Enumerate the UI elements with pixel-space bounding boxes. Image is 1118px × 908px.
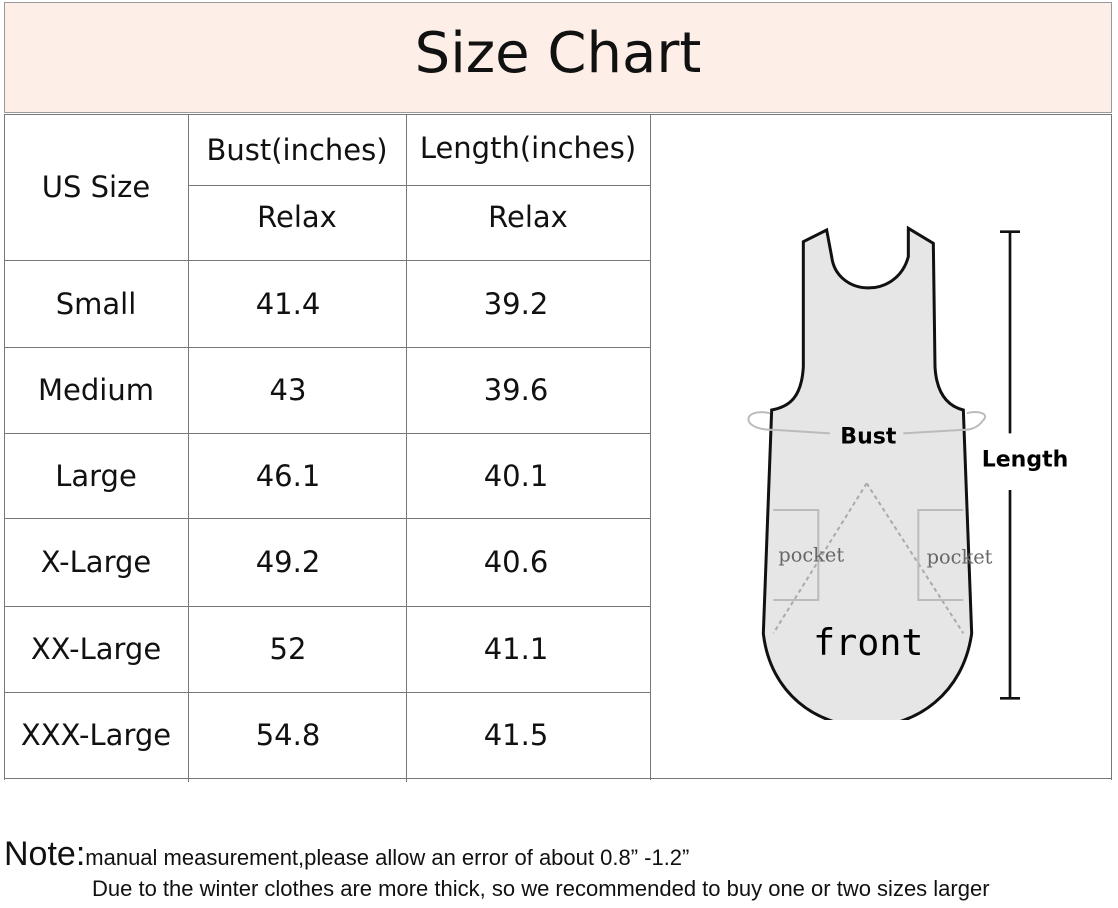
divider [650,114,651,780]
pocket-left-label: pocket [778,544,844,567]
divider [4,114,5,780]
divider [4,433,650,434]
subheader-bust: Relax [257,200,337,234]
divider [4,518,650,519]
divider [188,185,650,186]
cell-bust: 52 [269,632,307,666]
note-label: Note: [4,835,86,873]
cell-size: XX-Large [30,632,162,666]
divider [188,114,189,782]
title-banner: Size Chart [4,2,1112,113]
cell-size: X-Large [40,545,152,579]
cell-length: 41.1 [483,632,549,666]
cell-size: Medium [38,373,154,407]
cell-length: 40.1 [483,458,549,493]
apron-illustration: Bust Length pocket pocket front [747,225,1069,729]
pocket-right-label: pocket [927,545,993,568]
note-line1: manual measurement,please allow an error… [85,845,690,870]
divider [4,114,1112,115]
cell-size: Large [55,458,137,493]
cell-bust: 54.8 [255,718,321,752]
divider [4,260,650,261]
apron-outline [761,225,974,729]
divider [4,778,1112,779]
note-line2: Due to the winter clothes are more thick… [92,876,990,901]
divider [406,114,407,782]
cell-size: XXX-Large [20,718,172,752]
cell-length: 39.6 [483,373,549,407]
header-bust: Bust(inches) [206,133,388,167]
divider [4,606,650,607]
page-title: Size Chart [414,21,702,86]
cell-bust: 46.1 [255,458,321,493]
cell-size: Small [55,286,137,321]
cell-length: 41.5 [483,718,549,752]
divider [1111,114,1112,780]
divider [4,347,650,348]
note: Note:manual measurement,please allow an … [4,835,689,874]
cell-length: 40.6 [483,545,549,579]
header-us-size: US Size [41,170,151,204]
front-label: front [813,621,923,664]
cell-bust: 49.2 [255,545,321,579]
cell-bust: 43 [269,373,307,407]
divider [4,692,650,693]
cell-bust: 41.4 [255,286,321,321]
bust-label: Bust [840,424,897,449]
cell-length: 39.2 [483,286,549,321]
header-length: Length(inches) [419,131,637,165]
subheader-length: Relax [488,200,568,234]
length-label: Length [982,448,1069,473]
apron-diagram: Bust Length pocket pocket front [650,200,1118,729]
